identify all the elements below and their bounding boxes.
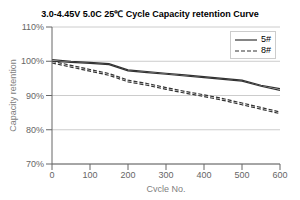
- svg-text:500: 500: [234, 170, 249, 180]
- svg-text:300: 300: [158, 170, 173, 180]
- svg-text:0: 0: [49, 170, 54, 180]
- svg-text:90%: 90%: [26, 91, 44, 101]
- svg-text:Capacity retention: Capacity retention: [8, 59, 18, 132]
- svg-text:70%: 70%: [26, 159, 44, 169]
- html-text:5#: 5#: [261, 34, 271, 44]
- svg-text:100%: 100%: [21, 56, 44, 66]
- html-text:8#: 8#: [261, 45, 271, 55]
- html-text:3.0-4.45V 5.0C 25℃ Cycle Capac: 3.0-4.45V 5.0C 25℃ Cycle Capacity retent…: [41, 9, 259, 19]
- svg-text:80%: 80%: [26, 125, 44, 135]
- svg-text:600: 600: [272, 170, 287, 180]
- svg-text:Cycle No.: Cycle No.: [146, 184, 185, 192]
- svg-text:100: 100: [82, 170, 97, 180]
- svg-text:110%: 110%: [22, 22, 44, 32]
- svg-text:400: 400: [196, 170, 211, 180]
- svg-text:200: 200: [120, 170, 135, 180]
